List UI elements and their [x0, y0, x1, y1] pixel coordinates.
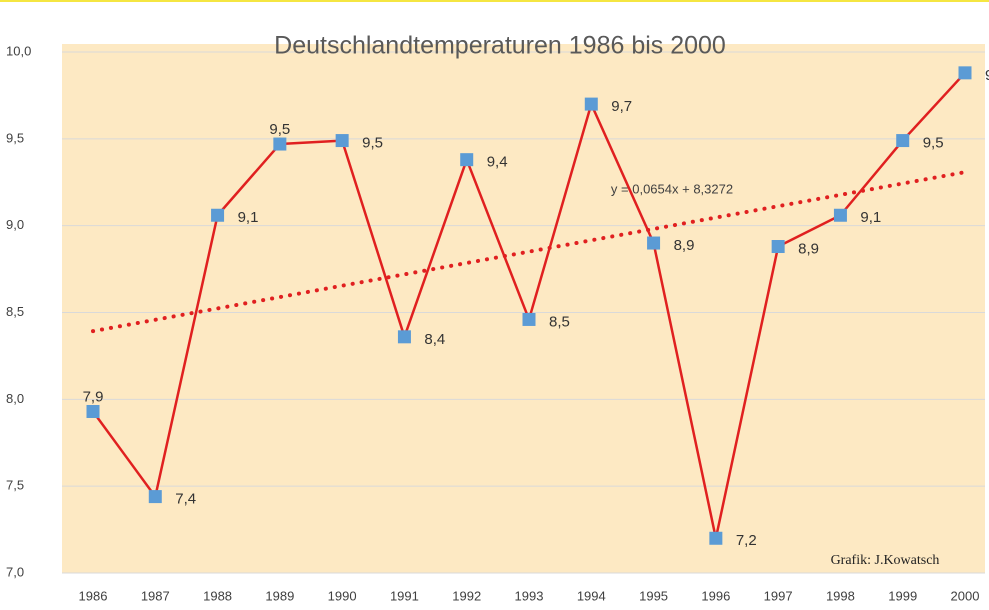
data-label: 9,4 [487, 154, 508, 171]
marker [833, 208, 847, 222]
x-tick-label: 1995 [639, 588, 668, 603]
x-tick-label: 1992 [452, 588, 481, 603]
data-label: 9,1 [238, 209, 259, 226]
x-tick-label: 1988 [203, 588, 232, 603]
marker [584, 97, 598, 111]
data-label: 7,9 [83, 388, 104, 405]
marker [397, 330, 411, 344]
y-tick-label: 7,5 [6, 478, 24, 493]
plot-area: 7,0 7,5 8,0 8,5 9,0 9,5 10,0 1986 1987 1988 1989 19… [6, 43, 989, 603]
y-tick-label: 8,5 [6, 304, 24, 319]
marker [647, 236, 661, 250]
trendline [91, 170, 967, 334]
x-tick-label: 1998 [826, 588, 855, 603]
chart-title: Deutschlandtemperaturen 1986 bis 2000 [274, 32, 726, 60]
data-label: 9,7 [611, 98, 632, 115]
x-tick-label: 1986 [79, 588, 108, 603]
credit: Grafik: J.Kowatsch [831, 553, 940, 568]
trendline-label: y = 0,0654x + 8,3272 [611, 181, 733, 196]
marker [709, 531, 723, 545]
y-tick-label: 9,5 [6, 130, 24, 145]
data-label: 7,2 [736, 532, 757, 549]
x-tick-label: 1999 [888, 588, 917, 603]
data-label: 8,4 [424, 331, 445, 348]
data-label: 8,9 [674, 237, 695, 254]
x-tick-label: 2000 [951, 588, 980, 603]
x-tick-label: 1987 [141, 588, 170, 603]
y-tick-label: 10,0 [6, 43, 31, 58]
marker [958, 66, 972, 80]
x-tick-label: 1989 [265, 588, 294, 603]
data-label: 8,9 [798, 240, 819, 257]
data-label: 8,5 [549, 313, 570, 330]
marker [460, 153, 474, 167]
marker [335, 134, 349, 148]
data-label: 9,1 [860, 209, 881, 226]
y-tick-label: 7,0 [6, 564, 24, 579]
x-tick-label: 1996 [701, 588, 730, 603]
x-tick-label: 1990 [328, 588, 357, 603]
data-label: 9,9 [985, 67, 989, 84]
marker [522, 312, 536, 326]
marker [86, 404, 100, 418]
y-tick-label: 9,0 [6, 217, 24, 232]
x-tick-label: 1993 [515, 588, 544, 603]
y-tick-label: 8,0 [6, 391, 24, 406]
x-tick-label: 1997 [764, 588, 793, 603]
data-label: 9,5 [362, 135, 383, 152]
marker [148, 490, 162, 504]
marker [771, 240, 785, 254]
data-label: 9,5 [923, 135, 944, 152]
x-tick-label: 1991 [390, 588, 419, 603]
marker [273, 137, 287, 151]
marker [896, 134, 910, 148]
x-tick-label: 1994 [577, 588, 606, 603]
data-label: 9,5 [269, 121, 290, 138]
marker [211, 208, 225, 222]
data-label: 7,4 [175, 491, 196, 508]
